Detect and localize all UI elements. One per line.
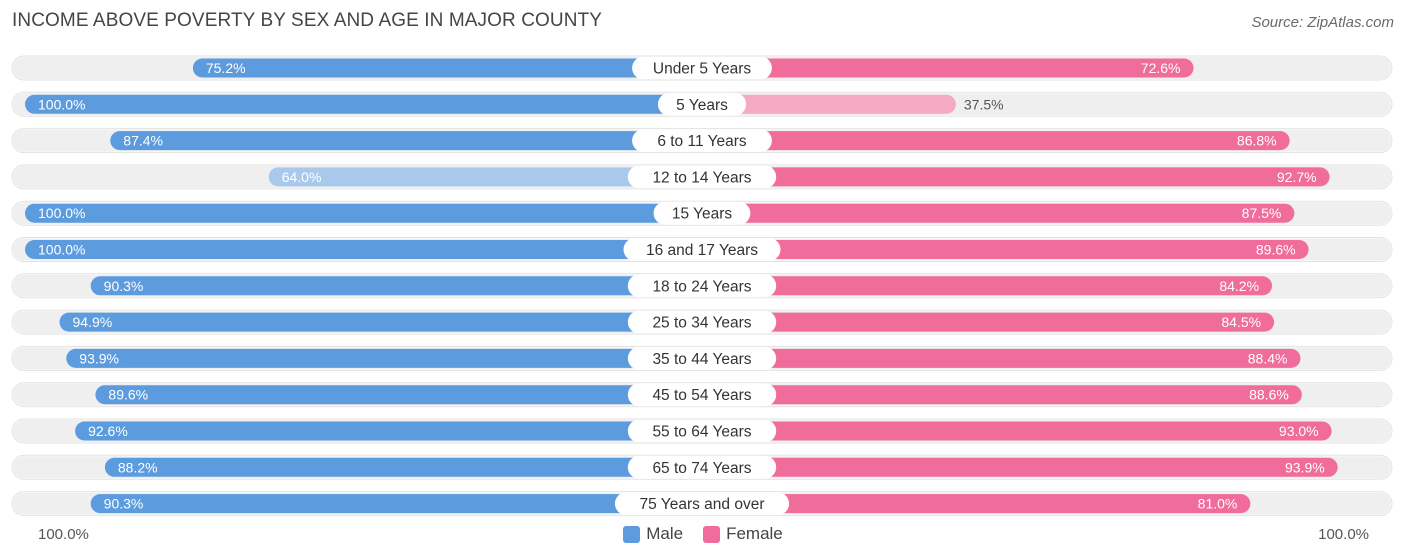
male-value-label: 90.3% [104,278,144,294]
category-pill [632,56,772,80]
axis-label-right: 100.0% [1318,526,1369,543]
male-bar [59,312,703,332]
male-bar [25,240,702,259]
male-bar [90,276,702,296]
male-value-label: 92.6% [88,423,128,439]
female-bar [702,58,1194,78]
male-value-label: 100.0% [38,205,85,221]
male-value-label: 100.0% [38,96,85,112]
male-value-label: 93.9% [79,350,119,366]
legend-item-female[interactable]: Female [703,524,783,544]
category-pill [627,455,777,479]
female-bar [702,421,1332,441]
female-value-label: 84.5% [1221,314,1261,330]
male-bar [25,94,702,114]
female-value-label: 87.5% [1242,205,1282,221]
male-value-label: 90.3% [104,496,144,512]
male-value-label: 87.4% [123,133,163,149]
male-bar [75,421,702,441]
category-pill [627,419,777,443]
legend-label-female: Female [726,524,783,543]
category-label: 6 to 11 Years [657,133,747,150]
chart-area: 75.2% 72.6% Under 5 Years 100.0% 37.5% 5 Year… [11,55,1393,517]
category-pill [627,346,777,370]
female-value-label: 93.9% [1285,459,1325,475]
female-value-label: 92.7% [1277,169,1317,185]
male-value-label: 64.0% [282,169,322,185]
category-label: 5 Years [676,97,728,114]
category-pill [627,165,777,189]
male-value-label: 89.6% [108,387,148,403]
female-value-label: 89.6% [1256,242,1296,258]
category-label: 18 to 24 Years [652,278,751,295]
legend: Male Female [0,524,1406,544]
female-bar [702,167,1330,187]
female-value-label: 88.4% [1248,350,1288,366]
male-value-label: 94.9% [73,314,113,330]
female-value-label: 72.6% [1141,60,1181,76]
male-bar [104,457,703,477]
female-bar [702,457,1338,477]
female-value-label: 84.2% [1219,278,1259,294]
male-bar [25,203,702,223]
category-label: 15 Years [672,206,733,223]
female-value-label: 86.8% [1237,133,1277,149]
category-pill [627,274,777,298]
female-value-label: 88.6% [1249,387,1289,403]
male-bar [66,348,702,368]
category-pill [614,492,790,516]
source-attribution: Source: ZipAtlas.com [1251,14,1394,31]
female-value-label: 93.0% [1279,423,1319,439]
male-bar [95,385,702,405]
female-bar [702,385,1302,405]
male-value-label: 75.2% [206,60,246,76]
category-label: 75 Years and over [640,496,765,513]
category-pill [657,92,747,116]
category-pill [623,238,781,261]
female-bar [702,203,1295,223]
female-bar [702,348,1301,368]
category-label: 16 and 17 Years [646,242,758,259]
category-label: 65 to 74 Years [652,460,751,477]
female-bar [702,312,1275,332]
female-value-label: 37.5% [964,96,1004,112]
category-label: Under 5 Years [653,61,751,78]
axis-label-left: 100.0% [38,526,89,543]
male-bar [90,494,702,514]
male-bar [110,131,702,151]
female-bar [702,131,1290,151]
male-value-label: 100.0% [38,242,85,258]
category-pill [627,383,777,407]
category-label: 25 to 34 Years [652,315,751,332]
legend-item-male[interactable]: Male [623,524,683,544]
chart-title: INCOME ABOVE POVERTY BY SEX AND AGE IN M… [12,10,603,31]
female-bar [702,94,956,114]
female-bar [702,240,1309,259]
category-label: 45 to 54 Years [652,387,751,404]
male-value-label: 88.2% [118,459,158,475]
legend-label-male: Male [646,524,684,543]
category-label: 55 to 64 Years [652,424,751,441]
category-pill [627,310,777,334]
category-pill [632,129,772,153]
category-label: 35 to 44 Years [652,351,751,368]
male-bar [268,167,702,187]
category-label: 12 to 14 Years [652,169,751,186]
female-value-label: 81.0% [1198,496,1238,512]
legend-swatch-male [623,525,641,543]
female-bar [702,494,1251,514]
male-bar [192,58,702,78]
female-bar [702,276,1273,296]
category-pill [653,201,751,225]
legend-swatch-female [703,525,721,543]
